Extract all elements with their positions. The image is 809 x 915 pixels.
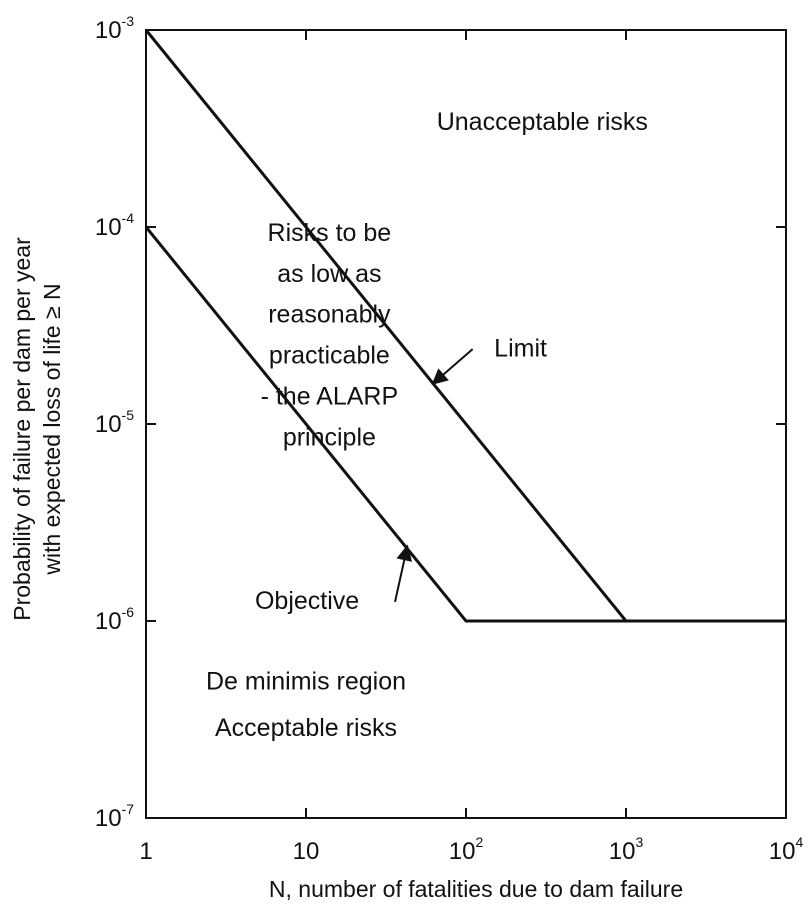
y-tick-label: 10-3 (95, 13, 134, 44)
annotation-line: reasonably (268, 301, 391, 329)
annotation-line: De minimis region (206, 667, 406, 695)
annotation-line: as low as (277, 260, 381, 288)
tick-layer: 1 10 102 103 104 10-3 10-4 10-5 10-6 10-7 (95, 13, 804, 865)
x-tick-label: 104 (769, 834, 804, 865)
line-label-text: Limit (494, 335, 547, 363)
x-tick-label: 102 (449, 834, 484, 865)
line-label-limit: Limit (431, 335, 547, 385)
y-tick-label: 10-4 (95, 210, 134, 241)
series-layer (144, 29, 786, 623)
annotation-unacceptable: Unacceptable risks (437, 108, 648, 136)
x-axis-label: N, number of fatalities due to dam failu… (269, 876, 683, 902)
y-axis-label-line-1: Probability of failure per dam per year (9, 237, 35, 621)
x-tick-label: 10 (293, 838, 320, 865)
annotation-line: practicable (269, 342, 390, 370)
y-tick-label: 10-6 (95, 604, 134, 635)
y-tick-label: 10-5 (95, 407, 134, 438)
annotation-de-minimis: De minimis region Acceptable risks (206, 667, 406, 742)
line-label-arrow (431, 348, 474, 385)
y-axis-label-line-2: with expected loss of life ≥ N (39, 283, 65, 575)
annotation-line: - the ALARP (261, 382, 399, 410)
x-tick-label: 103 (609, 834, 644, 865)
annotation-layer: Unacceptable risks Risks to be as low as re… (206, 108, 648, 742)
annotation-line: Unacceptable risks (437, 108, 648, 136)
axis-labels: N, number of fatalities due to dam failu… (9, 237, 683, 902)
series-line-objective (144, 226, 786, 623)
y-tick-label: 10-7 (95, 801, 134, 832)
line-label-text: Objective (255, 587, 359, 615)
x-tick-label: 1 (139, 838, 152, 865)
annotation-line: Risks to be (268, 219, 392, 247)
annotation-line: principle (283, 423, 376, 451)
annotation-line: Acceptable risks (215, 714, 397, 742)
line-label-arrow (394, 544, 413, 603)
annotation-alarp: Risks to be as low as reasonably practicabl… (261, 219, 399, 451)
line-label-objective: Objective (255, 544, 413, 615)
